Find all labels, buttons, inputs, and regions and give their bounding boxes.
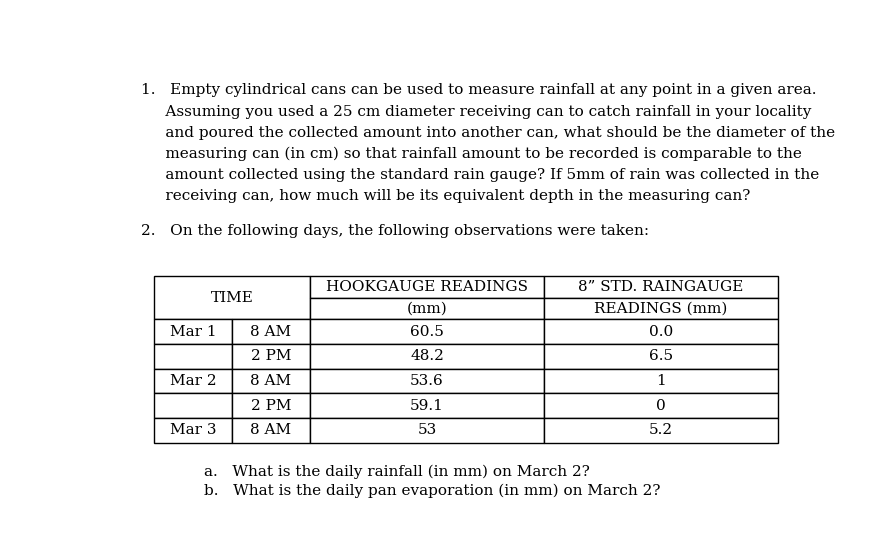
Text: 0.0: 0.0 [649, 325, 673, 338]
Text: 2 PM: 2 PM [250, 350, 291, 363]
Text: 60.5: 60.5 [410, 325, 444, 338]
Text: and poured the collected amount into another can, what should be the diameter of: and poured the collected amount into ano… [141, 126, 835, 140]
Text: 0: 0 [656, 399, 666, 413]
Text: receiving can, how much will be its equivalent depth in the measuring can?: receiving can, how much will be its equi… [141, 189, 750, 203]
Text: 8 AM: 8 AM [250, 374, 291, 388]
Text: 8 AM: 8 AM [250, 325, 291, 338]
Text: READINGS (mm): READINGS (mm) [594, 301, 728, 316]
Text: b.   What is the daily pan evaporation (in mm) on March 2?: b. What is the daily pan evaporation (in… [204, 484, 661, 498]
Text: 8” STD. RAINGAUGE: 8” STD. RAINGAUGE [578, 280, 744, 294]
Bar [232, 393, 310, 418]
Bar [232, 344, 310, 369]
Text: Mar 3: Mar 3 [170, 423, 217, 437]
Text: a.   What is the daily rainfall (in mm) on March 2?: a. What is the daily rainfall (in mm) on… [204, 464, 590, 479]
Bar [154, 276, 310, 320]
Bar [310, 298, 544, 320]
Text: Mar 1: Mar 1 [169, 325, 217, 338]
Text: Mar 2: Mar 2 [169, 374, 217, 388]
Bar [154, 418, 232, 443]
Bar [154, 344, 232, 369]
Bar [154, 369, 232, 393]
Text: 53: 53 [417, 423, 437, 437]
Text: 2.   On the following days, the following observations were taken:: 2. On the following days, the following … [141, 224, 649, 238]
Text: TIME: TIME [210, 291, 253, 305]
Text: 5.2: 5.2 [649, 423, 673, 437]
Bar [544, 369, 778, 393]
Bar [544, 276, 778, 298]
Bar [544, 418, 778, 443]
Bar [544, 320, 778, 344]
Text: 2 PM: 2 PM [250, 399, 291, 413]
Text: 48.2: 48.2 [410, 350, 444, 363]
Text: amount collected using the standard rain gauge? If 5mm of rain was collected in : amount collected using the standard rain… [141, 168, 819, 182]
Text: 1: 1 [656, 374, 666, 388]
Text: 6.5: 6.5 [649, 350, 673, 363]
Text: 1.   Empty cylindrical cans can be used to measure rainfall at any point in a gi: 1. Empty cylindrical cans can be used to… [141, 84, 816, 98]
Bar [154, 320, 232, 344]
Text: 59.1: 59.1 [410, 399, 444, 413]
Bar [310, 344, 544, 369]
Bar [154, 393, 232, 418]
Text: Assuming you used a 25 cm diameter receiving can to catch rainfall in your local: Assuming you used a 25 cm diameter recei… [141, 105, 811, 119]
Text: 8 AM: 8 AM [250, 423, 291, 437]
Bar [232, 369, 310, 393]
Bar [310, 393, 544, 418]
Bar [544, 298, 778, 320]
Bar [310, 369, 544, 393]
Text: (mm): (mm) [406, 301, 447, 316]
Bar [232, 320, 310, 344]
Bar [544, 393, 778, 418]
Bar [310, 418, 544, 443]
Text: measuring can (in cm) so that rainfall amount to be recorded is comparable to th: measuring can (in cm) so that rainfall a… [141, 147, 802, 161]
Bar [310, 320, 544, 344]
Text: HOOKGAUGE READINGS: HOOKGAUGE READINGS [326, 280, 528, 294]
Bar [310, 276, 544, 298]
Bar [232, 418, 310, 443]
Bar [544, 344, 778, 369]
Text: 53.6: 53.6 [410, 374, 444, 388]
